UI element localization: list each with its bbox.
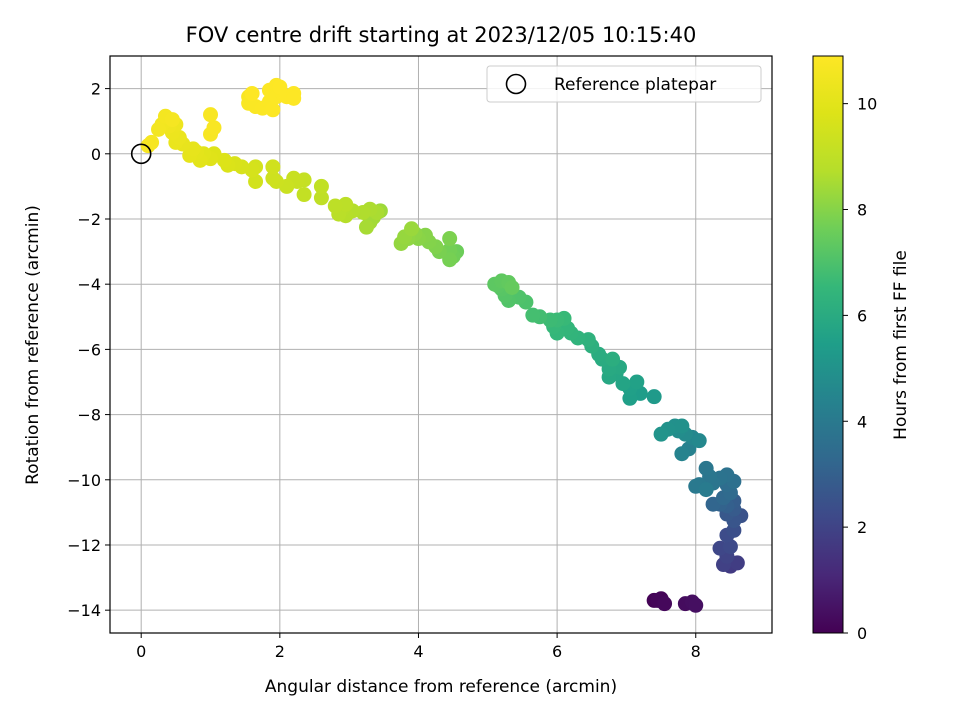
scatter-point [629, 374, 645, 390]
x-tick-label: 2 [275, 642, 285, 661]
x-tick-label: 6 [552, 642, 562, 661]
scatter-point [504, 279, 520, 295]
legend-reference-marker [505, 73, 527, 95]
scatter-point [688, 597, 704, 613]
legend-label: Reference platepar [554, 75, 716, 95]
y-tick-label: −8 [77, 406, 101, 425]
scatter-point [203, 107, 219, 123]
colorbar-label: Hours from first FF file [891, 250, 911, 440]
scatter-point [657, 596, 673, 612]
y-tick-label: 0 [91, 145, 101, 164]
scatter-point [525, 307, 541, 323]
y-tick-label: −12 [67, 536, 101, 555]
scatter-point [653, 426, 669, 442]
y-tick-label: −4 [77, 275, 101, 294]
scatter-points [130, 77, 749, 613]
colorbar: 0 2 4 6 8 10 Hours from first FF file [812, 55, 911, 643]
x-tick-label: 8 [691, 642, 701, 661]
legend: Reference platepar [486, 65, 762, 103]
colorbar-gradient [812, 55, 844, 634]
colorbar-tick-label: 0 [857, 624, 867, 643]
y-tick-label: −14 [67, 601, 101, 620]
scatter-point [296, 187, 312, 203]
chart-title: FOV centre drift starting at 2023/12/05 … [186, 23, 697, 47]
scatter-point [358, 219, 374, 235]
scatter-point [691, 433, 707, 449]
scatter-point [151, 121, 167, 137]
scatter-point [313, 190, 329, 206]
scatter-point [404, 221, 420, 237]
scatter-point [164, 112, 180, 128]
x-tick-label: 4 [413, 642, 423, 661]
colorbar-tick-label: 10 [857, 95, 877, 114]
colorbar-tick-label: 4 [857, 412, 867, 431]
scatter-point [265, 170, 281, 186]
colorbar-ticks: 0 2 4 6 8 10 [843, 95, 877, 643]
y-tick-label: 2 [91, 80, 101, 99]
reference-platepar-marker [130, 143, 152, 165]
scatter-point [140, 138, 156, 154]
scatter-point [244, 85, 260, 101]
colorbar-tick-label: 8 [857, 201, 867, 220]
colorbar-tick-label: 2 [857, 518, 867, 537]
scatter-point [674, 446, 690, 462]
y-tick-label: −10 [67, 471, 101, 490]
scatter-point [327, 198, 343, 214]
scatter-point [442, 231, 458, 247]
scatter-point [605, 351, 621, 367]
scatter-point [248, 174, 264, 190]
legend-box [486, 65, 762, 103]
y-axis-label: Rotation from reference (arcmin) [23, 205, 43, 485]
scatter-point [265, 159, 281, 175]
scatter-point [722, 539, 738, 555]
scatter-point [286, 90, 302, 106]
plot-area-frame [109, 55, 773, 634]
scatter-point [206, 120, 222, 136]
scatter-point [674, 418, 690, 434]
scatter-point [313, 178, 329, 194]
x-axis-ticks: 0 2 4 6 8 [136, 633, 701, 661]
x-axis-label: Angular distance from reference (arcmin) [265, 677, 617, 697]
scatter-point [698, 460, 714, 476]
scatter-point [646, 389, 662, 405]
y-tick-label: −6 [77, 340, 101, 359]
grid [110, 56, 772, 633]
scatter-point [265, 102, 281, 118]
y-axis-ticks: 2 0 −2 −4 −6 −8 −10 −12 −14 [67, 80, 110, 620]
x-tick-label: 0 [136, 642, 146, 661]
colorbar-tick-label: 6 [857, 306, 867, 325]
y-tick-label: −2 [77, 210, 101, 229]
scatter-point [442, 252, 458, 268]
scatter-point [698, 482, 714, 498]
